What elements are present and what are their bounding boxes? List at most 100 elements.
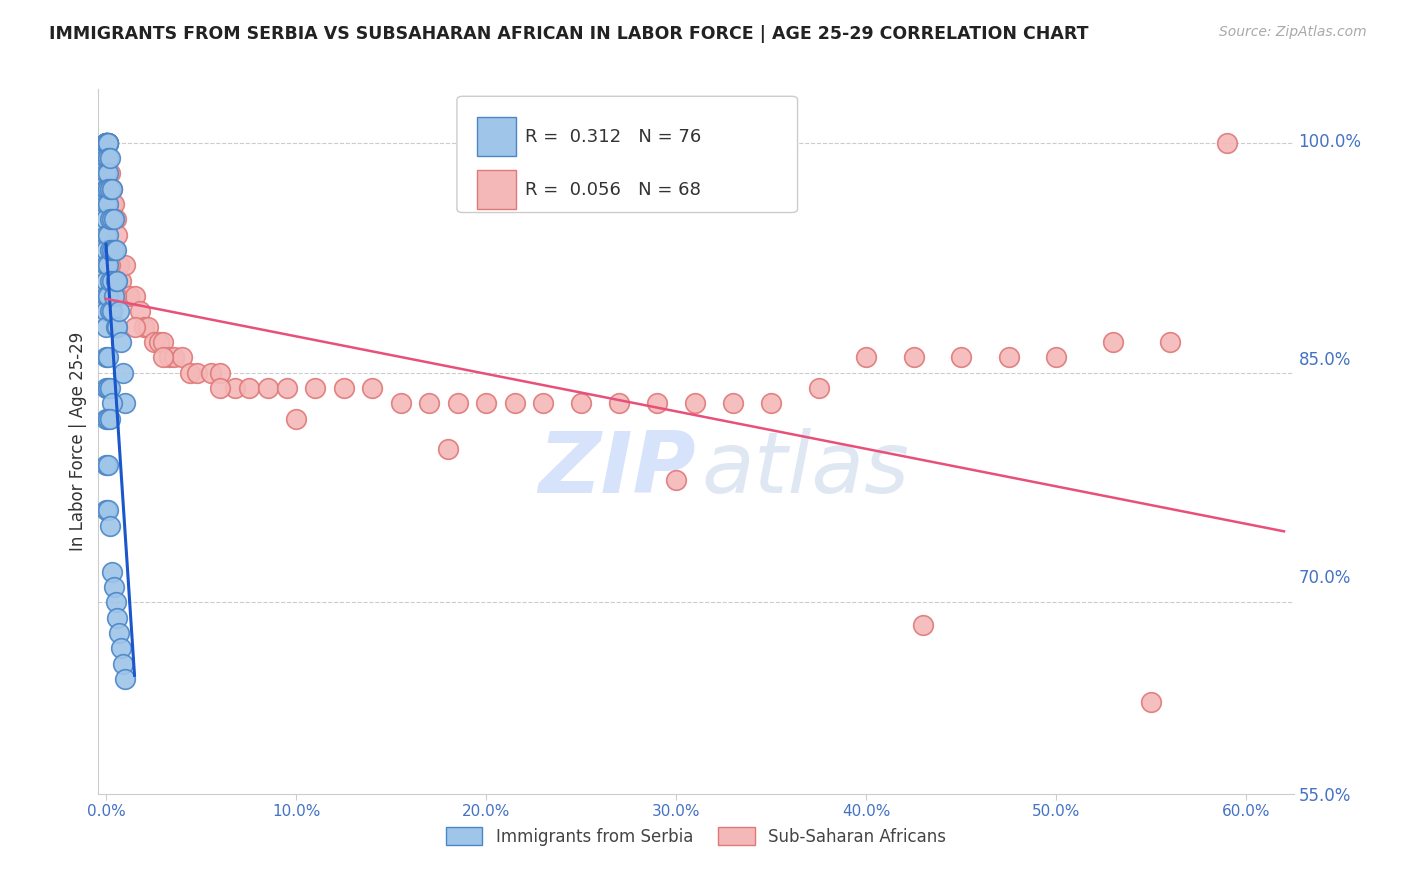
Point bbox=[107, 227, 129, 242]
Point bbox=[100, 274, 122, 288]
Point bbox=[110, 274, 132, 288]
Point bbox=[1102, 334, 1125, 349]
Point bbox=[94, 304, 117, 318]
Point bbox=[142, 334, 165, 349]
Point bbox=[98, 212, 121, 227]
Point bbox=[208, 366, 231, 380]
Point bbox=[276, 381, 298, 395]
Point bbox=[94, 136, 117, 150]
Point bbox=[97, 411, 120, 425]
Point bbox=[94, 458, 117, 472]
Point bbox=[152, 334, 174, 349]
Point bbox=[94, 212, 117, 227]
Text: Source: ZipAtlas.com: Source: ZipAtlas.com bbox=[1219, 25, 1367, 39]
FancyBboxPatch shape bbox=[457, 96, 797, 212]
Point bbox=[94, 182, 117, 196]
Point bbox=[665, 473, 688, 487]
Point bbox=[389, 396, 412, 410]
Bar bbox=[477, 170, 516, 209]
Point bbox=[98, 274, 121, 288]
Point bbox=[94, 411, 117, 425]
Point bbox=[997, 351, 1019, 365]
Point bbox=[132, 319, 155, 334]
Point bbox=[97, 458, 120, 472]
Legend: Immigrants from Serbia, Sub-Saharan Africans: Immigrants from Serbia, Sub-Saharan Afri… bbox=[439, 821, 953, 853]
Point bbox=[285, 411, 308, 425]
Point bbox=[112, 657, 135, 671]
Point bbox=[97, 503, 120, 517]
Point bbox=[1159, 334, 1181, 349]
Point bbox=[107, 610, 129, 624]
Point bbox=[97, 197, 120, 211]
Point bbox=[94, 136, 117, 150]
Text: ZIP: ZIP bbox=[538, 428, 696, 511]
Point bbox=[418, 396, 440, 410]
Point bbox=[94, 319, 117, 334]
Point bbox=[94, 227, 117, 242]
Point bbox=[152, 351, 174, 365]
Point bbox=[114, 672, 136, 686]
Point bbox=[112, 366, 135, 380]
Point bbox=[1140, 695, 1163, 709]
Point bbox=[100, 182, 122, 196]
Point bbox=[186, 366, 208, 380]
Point bbox=[104, 595, 127, 609]
Point bbox=[108, 258, 131, 272]
Y-axis label: In Labor Force | Age 25-29: In Labor Force | Age 25-29 bbox=[69, 332, 87, 551]
Point bbox=[332, 381, 354, 395]
Point bbox=[108, 304, 131, 318]
Point bbox=[97, 136, 120, 150]
Point bbox=[759, 396, 782, 410]
Point bbox=[97, 351, 120, 365]
Point bbox=[531, 396, 554, 410]
Point bbox=[94, 381, 117, 395]
Point bbox=[110, 334, 132, 349]
Point bbox=[98, 243, 121, 257]
Point bbox=[104, 319, 127, 334]
Point bbox=[569, 396, 592, 410]
Point bbox=[94, 136, 117, 150]
Point bbox=[107, 319, 129, 334]
Point bbox=[104, 274, 127, 288]
Point bbox=[100, 396, 122, 410]
Point bbox=[97, 151, 120, 165]
Point bbox=[94, 243, 117, 257]
Point bbox=[97, 136, 120, 150]
Text: R =  0.312   N = 76: R = 0.312 N = 76 bbox=[524, 128, 702, 145]
Point bbox=[200, 366, 222, 380]
Point bbox=[94, 136, 117, 150]
Point bbox=[170, 351, 193, 365]
Point bbox=[114, 396, 136, 410]
Point bbox=[94, 182, 117, 196]
Point bbox=[97, 289, 120, 303]
Point bbox=[94, 197, 117, 211]
Point bbox=[157, 351, 180, 365]
Point bbox=[129, 304, 152, 318]
Point bbox=[361, 381, 384, 395]
Point bbox=[475, 396, 498, 410]
Point bbox=[94, 289, 117, 303]
Point bbox=[103, 289, 125, 303]
Point bbox=[98, 166, 121, 180]
Point bbox=[100, 197, 122, 211]
Point bbox=[100, 304, 122, 318]
Point bbox=[100, 182, 122, 196]
Point bbox=[94, 166, 117, 180]
Point bbox=[911, 618, 934, 632]
Point bbox=[114, 258, 136, 272]
Text: IMMIGRANTS FROM SERBIA VS SUBSAHARAN AFRICAN IN LABOR FORCE | AGE 25-29 CORRELAT: IMMIGRANTS FROM SERBIA VS SUBSAHARAN AFR… bbox=[49, 25, 1088, 43]
Point bbox=[103, 243, 125, 257]
Point bbox=[1216, 136, 1239, 150]
Point bbox=[148, 334, 170, 349]
Point bbox=[110, 641, 132, 656]
Text: R =  0.056   N = 68: R = 0.056 N = 68 bbox=[524, 180, 702, 199]
Point bbox=[94, 136, 117, 150]
Point bbox=[437, 442, 460, 457]
Point bbox=[304, 381, 326, 395]
Point bbox=[94, 351, 117, 365]
Point bbox=[807, 381, 830, 395]
Point bbox=[103, 212, 125, 227]
Point bbox=[446, 396, 468, 410]
Point bbox=[97, 136, 120, 150]
Point bbox=[931, 828, 953, 842]
